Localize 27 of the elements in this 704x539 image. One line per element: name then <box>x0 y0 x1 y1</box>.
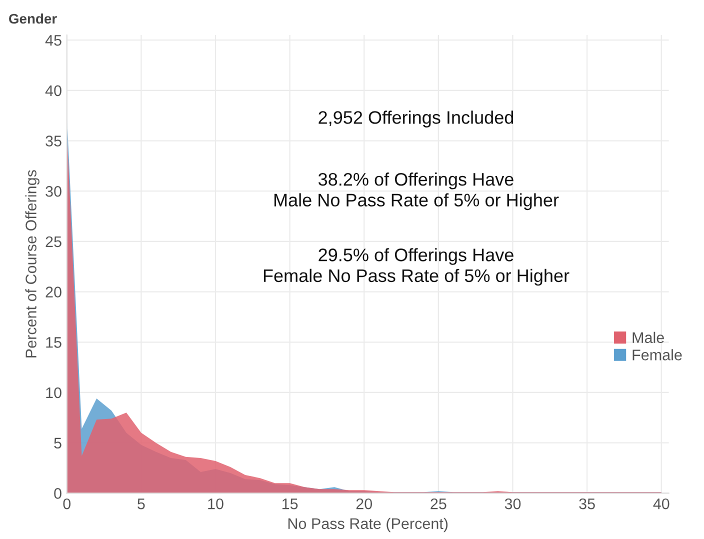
x-tick-label: 0 <box>63 498 71 510</box>
y-tick-label: 35 <box>46 136 62 146</box>
y-tick-label: 45 <box>45 35 62 46</box>
y-tick-label: 5 <box>54 438 62 449</box>
annotation: 2,952 Offerings Included <box>318 110 514 128</box>
annotation: 29.5% of Offerings Have Female No Pass Rate of 5% or Higher <box>264 248 570 286</box>
annotation: 38.2% of Offerings Have Male No Pass Rate of 5% or Higher <box>274 172 559 210</box>
legend-label: Male <box>632 332 664 344</box>
y-tick-label: 40 <box>45 85 62 96</box>
y-tick-label: 10 <box>46 387 62 398</box>
x-tick-label: 5 <box>138 498 145 510</box>
x-axis-title: No Pass Rate (Percent) <box>288 518 448 532</box>
y-tick-label: 0 <box>54 488 62 499</box>
y-tick-label: 25 <box>46 236 62 248</box>
y-tick-label: 20 <box>46 286 62 298</box>
x-tick-label: 25 <box>430 498 446 510</box>
legend-label: Female <box>632 349 682 360</box>
y-axis-title: Percent of Course Offerings <box>25 170 40 358</box>
x-tick-label: 30 <box>504 498 521 510</box>
chart-title: Gender <box>9 13 57 24</box>
x-tick-label: 20 <box>356 498 372 510</box>
x-tick-label: 10 <box>208 498 224 510</box>
x-tick-label: 15 <box>282 498 298 510</box>
y-tick-label: 30 <box>46 186 62 197</box>
y-tick-label: 15 <box>46 337 62 348</box>
x-tick-label: 35 <box>579 498 595 510</box>
x-tick-label: 40 <box>653 498 670 510</box>
